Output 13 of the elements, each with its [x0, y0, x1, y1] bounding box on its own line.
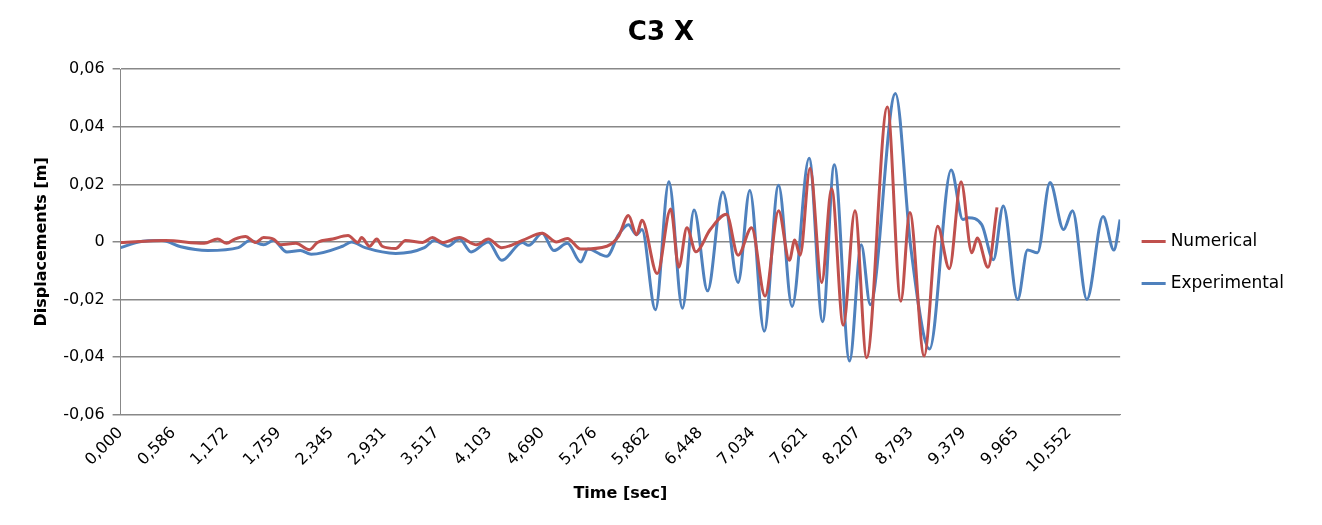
- y-tick-label: -0,06: [63, 403, 105, 423]
- line-series: [120, 105, 999, 360]
- x-axis-title: Time [sec]: [573, 482, 668, 502]
- y-tick-label: 0,02: [68, 173, 105, 193]
- y-tick-label: -0,04: [63, 346, 105, 366]
- legend-label: Experimental: [1170, 271, 1285, 292]
- y-tick-label: 0,06: [68, 58, 105, 78]
- y-tick-label: 0: [94, 231, 105, 251]
- chart-title: C3 X: [627, 16, 695, 47]
- y-tick-label: -0,02: [63, 288, 105, 308]
- y-axis-title: Displacements [m]: [30, 157, 50, 327]
- legend-label: Numerical: [1170, 229, 1258, 250]
- y-tick-label: 0,04: [68, 115, 105, 135]
